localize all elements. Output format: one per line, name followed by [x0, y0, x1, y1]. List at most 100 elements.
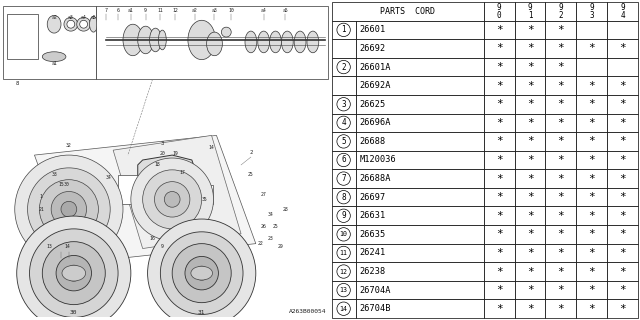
Text: 27: 27	[261, 192, 266, 197]
Text: *: *	[588, 304, 595, 314]
Bar	[576, 225, 607, 244]
Text: *: *	[557, 81, 564, 91]
Text: *: *	[588, 211, 595, 221]
Text: *: *	[496, 155, 502, 165]
Text: 31: 31	[198, 310, 205, 315]
Bar	[356, 114, 484, 132]
Ellipse shape	[159, 30, 166, 50]
Text: 26696A: 26696A	[360, 118, 391, 127]
Bar	[484, 114, 515, 132]
Ellipse shape	[138, 26, 154, 54]
Circle shape	[77, 17, 90, 31]
Bar	[545, 95, 576, 114]
Text: *: *	[527, 155, 533, 165]
Text: 12: 12	[172, 8, 178, 13]
Bar	[332, 2, 484, 20]
Bar	[607, 169, 638, 188]
Bar	[607, 20, 638, 39]
Text: *: *	[557, 155, 564, 165]
Bar	[356, 244, 484, 262]
Text: 11: 11	[340, 250, 348, 256]
Text: 10: 10	[228, 8, 234, 13]
Bar	[545, 76, 576, 95]
Text: 30: 30	[64, 182, 70, 187]
Bar	[356, 39, 484, 58]
Text: *: *	[620, 118, 626, 128]
Text: *: *	[557, 304, 564, 314]
Bar	[515, 281, 545, 300]
Text: 15: 15	[58, 182, 64, 187]
Bar	[484, 281, 515, 300]
Text: *: *	[496, 118, 502, 128]
Circle shape	[64, 17, 77, 31]
Text: 9
3: 9 3	[589, 3, 594, 20]
Circle shape	[61, 201, 77, 217]
Text: 3: 3	[341, 100, 346, 109]
Text: *: *	[557, 62, 564, 72]
Text: *: *	[527, 136, 533, 147]
Text: 2: 2	[341, 62, 346, 72]
Text: *: *	[527, 285, 533, 295]
Text: *: *	[620, 304, 626, 314]
Text: *: *	[620, 267, 626, 276]
Text: *: *	[527, 229, 533, 239]
Text: *: *	[557, 136, 564, 147]
Circle shape	[337, 153, 350, 167]
Circle shape	[337, 265, 350, 278]
Bar	[332, 76, 356, 95]
Bar	[332, 95, 356, 114]
Polygon shape	[113, 135, 241, 249]
Bar	[356, 169, 484, 188]
Text: *: *	[588, 248, 595, 258]
Bar	[97, 5, 328, 79]
Text: *: *	[557, 173, 564, 184]
Bar	[484, 151, 515, 169]
Bar	[356, 188, 484, 206]
Bar	[332, 262, 356, 281]
Text: 9
2: 9 2	[559, 3, 563, 20]
Bar	[576, 281, 607, 300]
Bar	[515, 132, 545, 151]
Text: 9: 9	[144, 8, 147, 13]
Bar	[332, 58, 356, 76]
Bar	[356, 300, 484, 318]
Ellipse shape	[269, 31, 282, 53]
Text: a2: a2	[192, 8, 198, 13]
Circle shape	[161, 232, 243, 315]
Ellipse shape	[150, 28, 161, 52]
Bar	[545, 58, 576, 76]
Text: 34: 34	[106, 175, 111, 180]
Bar	[515, 151, 545, 169]
Bar	[545, 300, 576, 318]
Bar	[484, 225, 515, 244]
Text: *: *	[588, 267, 595, 276]
Text: 2: 2	[249, 150, 253, 155]
Bar	[515, 262, 545, 281]
Ellipse shape	[258, 31, 269, 53]
Text: a4: a4	[261, 8, 266, 13]
Bar	[515, 20, 545, 39]
Text: a4: a4	[81, 15, 86, 20]
Text: *: *	[527, 267, 533, 276]
Text: 7: 7	[105, 8, 108, 13]
Text: 26625: 26625	[360, 100, 386, 109]
Bar	[545, 244, 576, 262]
Text: 11: 11	[157, 8, 163, 13]
Text: 26692A: 26692A	[360, 81, 391, 90]
Ellipse shape	[191, 266, 212, 280]
Text: 13: 13	[46, 244, 52, 249]
Text: *: *	[620, 229, 626, 239]
Bar	[576, 39, 607, 58]
Text: *: *	[588, 285, 595, 295]
Text: a3: a3	[212, 8, 218, 13]
Text: 28: 28	[282, 207, 288, 212]
Bar	[607, 281, 638, 300]
Text: 19: 19	[172, 151, 178, 156]
Bar	[356, 151, 484, 169]
Bar	[576, 132, 607, 151]
Circle shape	[337, 209, 350, 222]
Bar	[484, 132, 515, 151]
Circle shape	[221, 27, 231, 37]
Text: 8: 8	[16, 81, 19, 86]
Bar	[545, 132, 576, 151]
